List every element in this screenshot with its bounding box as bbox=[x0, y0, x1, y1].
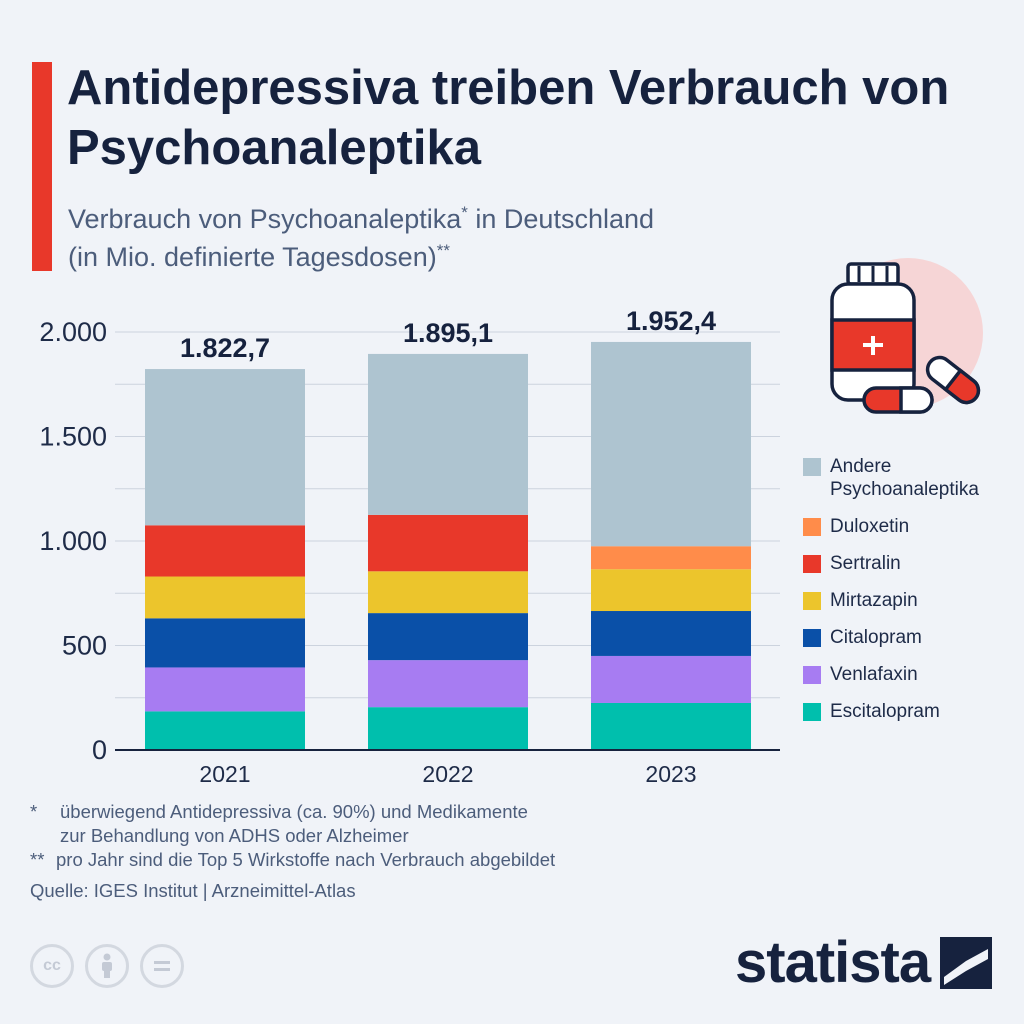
legend-swatch bbox=[803, 458, 821, 476]
statista-mark-icon bbox=[940, 937, 993, 989]
footnotes: * überwiegend Antidepressiva (ca. 90%) u… bbox=[30, 800, 790, 902]
bar-segment bbox=[591, 611, 751, 656]
x-category-label: 2021 bbox=[199, 761, 250, 787]
cc-icon[interactable]: cc bbox=[30, 944, 74, 988]
x-category-label: 2022 bbox=[422, 761, 473, 787]
chart-legend: Andere Psychoanaleptika Duloxetin Sertra… bbox=[803, 455, 1018, 737]
attribution-icon[interactable] bbox=[85, 944, 129, 988]
legend-label: Duloxetin bbox=[830, 516, 910, 537]
page-title: Antidepressiva treiben Verbrauch von Psy… bbox=[67, 61, 950, 175]
bar-total-label: 1.895,1 bbox=[403, 318, 493, 348]
bar-segment bbox=[591, 546, 751, 570]
source-note: Quelle: IGES Institut | Arzneimittel-Atl… bbox=[30, 880, 356, 901]
subtitle-line-1-rest: in Deutschland bbox=[467, 204, 655, 234]
legend-label: Sertralin bbox=[830, 553, 901, 574]
bar-segment bbox=[145, 525, 305, 577]
bar-segment bbox=[591, 341, 751, 547]
bar-segment bbox=[368, 514, 528, 572]
legend-swatch bbox=[803, 518, 821, 536]
legend-swatch bbox=[803, 629, 821, 647]
legend-swatch bbox=[803, 703, 821, 721]
legend-label: Escitalopram bbox=[830, 701, 940, 722]
subtitle-line-2: (in Mio. definierte Tagesdosen)** bbox=[68, 238, 888, 276]
bar-segment bbox=[591, 569, 751, 612]
legend-item-escitalopram: Escitalopram bbox=[803, 700, 1018, 723]
footnote-1-line-1: überwiegend Antidepressiva (ca. 90%) und… bbox=[60, 801, 528, 822]
statista-wordmark: statista bbox=[735, 930, 931, 995]
bar-total-label: 1.952,4 bbox=[626, 306, 716, 336]
legend-item-andere-psychoanaleptika: Andere Psychoanaleptika bbox=[803, 455, 1018, 501]
no-derivatives-icon[interactable] bbox=[140, 944, 184, 988]
footnote-2-mark: ** bbox=[30, 849, 45, 870]
bar-segment bbox=[145, 618, 305, 668]
bar-segment bbox=[145, 369, 305, 526]
subtitle-double-asterisk: ** bbox=[436, 241, 450, 260]
legend-item-mirtazapin: Mirtazapin bbox=[803, 589, 1018, 612]
bar-segment bbox=[145, 576, 305, 619]
legend-label: Mirtazapin bbox=[830, 590, 918, 611]
legend-label: Citalopram bbox=[830, 627, 922, 648]
footnote-1-mark: * bbox=[30, 801, 38, 822]
statista-logo[interactable]: statista bbox=[735, 928, 993, 998]
legend-swatch bbox=[803, 555, 821, 573]
legend-swatch bbox=[803, 592, 821, 610]
legend-item-duloxetin: Duloxetin bbox=[803, 515, 1018, 538]
y-tick-label: 500 bbox=[62, 631, 107, 661]
subtitle-asterisk: * bbox=[461, 203, 468, 222]
cc-icon-label: cc bbox=[43, 957, 61, 974]
bar-segment bbox=[145, 667, 305, 712]
legend-swatch bbox=[803, 666, 821, 684]
bar-total-label: 1.822,7 bbox=[180, 333, 270, 363]
bar-segment bbox=[368, 613, 528, 661]
y-tick-label: 0 bbox=[92, 735, 107, 765]
legend-item-venlafaxin: Venlafaxin bbox=[803, 663, 1018, 686]
legend-item-citalopram: Citalopram bbox=[803, 626, 1018, 649]
bar-segment bbox=[368, 660, 528, 708]
bar-segment bbox=[591, 655, 751, 703]
y-tick-label: 1.000 bbox=[39, 526, 107, 556]
bar-segment bbox=[591, 702, 751, 750]
bar-segment bbox=[368, 707, 528, 750]
accent-bar bbox=[32, 62, 52, 271]
legend-label: Andere Psychoanaleptika bbox=[830, 456, 979, 500]
legend-item-sertralin: Sertralin bbox=[803, 552, 1018, 575]
subtitle-line-1-main: Verbrauch von Psychoanaleptika bbox=[68, 204, 462, 234]
footnote-1: * überwiegend Antidepressiva (ca. 90%) u… bbox=[30, 800, 790, 848]
y-tick-label: 1.500 bbox=[39, 422, 107, 452]
medicine-bottle-and-pills-icon bbox=[815, 258, 995, 443]
footnote-1-line-2: zur Behandlung von ADHS oder Alzheimer bbox=[60, 825, 409, 846]
subtitle-line-1: Verbrauch von Psychoanaleptika* in Deuts… bbox=[68, 200, 888, 238]
stacked-bar-chart: 0 500 1.000 1.500 2.000 1.822,7 2021 1.895,1 202… bbox=[39, 306, 780, 787]
subtitle-line-2-main: (in Mio. definierte Tagesdosen) bbox=[68, 242, 437, 272]
x-category-label: 2023 bbox=[645, 761, 696, 787]
license-icons: cc bbox=[30, 944, 195, 988]
bar-segment bbox=[368, 353, 528, 515]
footnote-2: ** pro Jahr sind die Top 5 Wirkstoffe na… bbox=[30, 848, 790, 872]
chart-subtitle: Verbrauch von Psychoanaleptika* in Deuts… bbox=[68, 200, 888, 276]
footnote-2-text: pro Jahr sind die Top 5 Wirkstoffe nach … bbox=[56, 849, 556, 870]
y-tick-label: 2.000 bbox=[39, 317, 107, 347]
bar-segment bbox=[368, 571, 528, 614]
bar-segment bbox=[145, 711, 305, 750]
legend-label: Venlafaxin bbox=[830, 664, 918, 685]
